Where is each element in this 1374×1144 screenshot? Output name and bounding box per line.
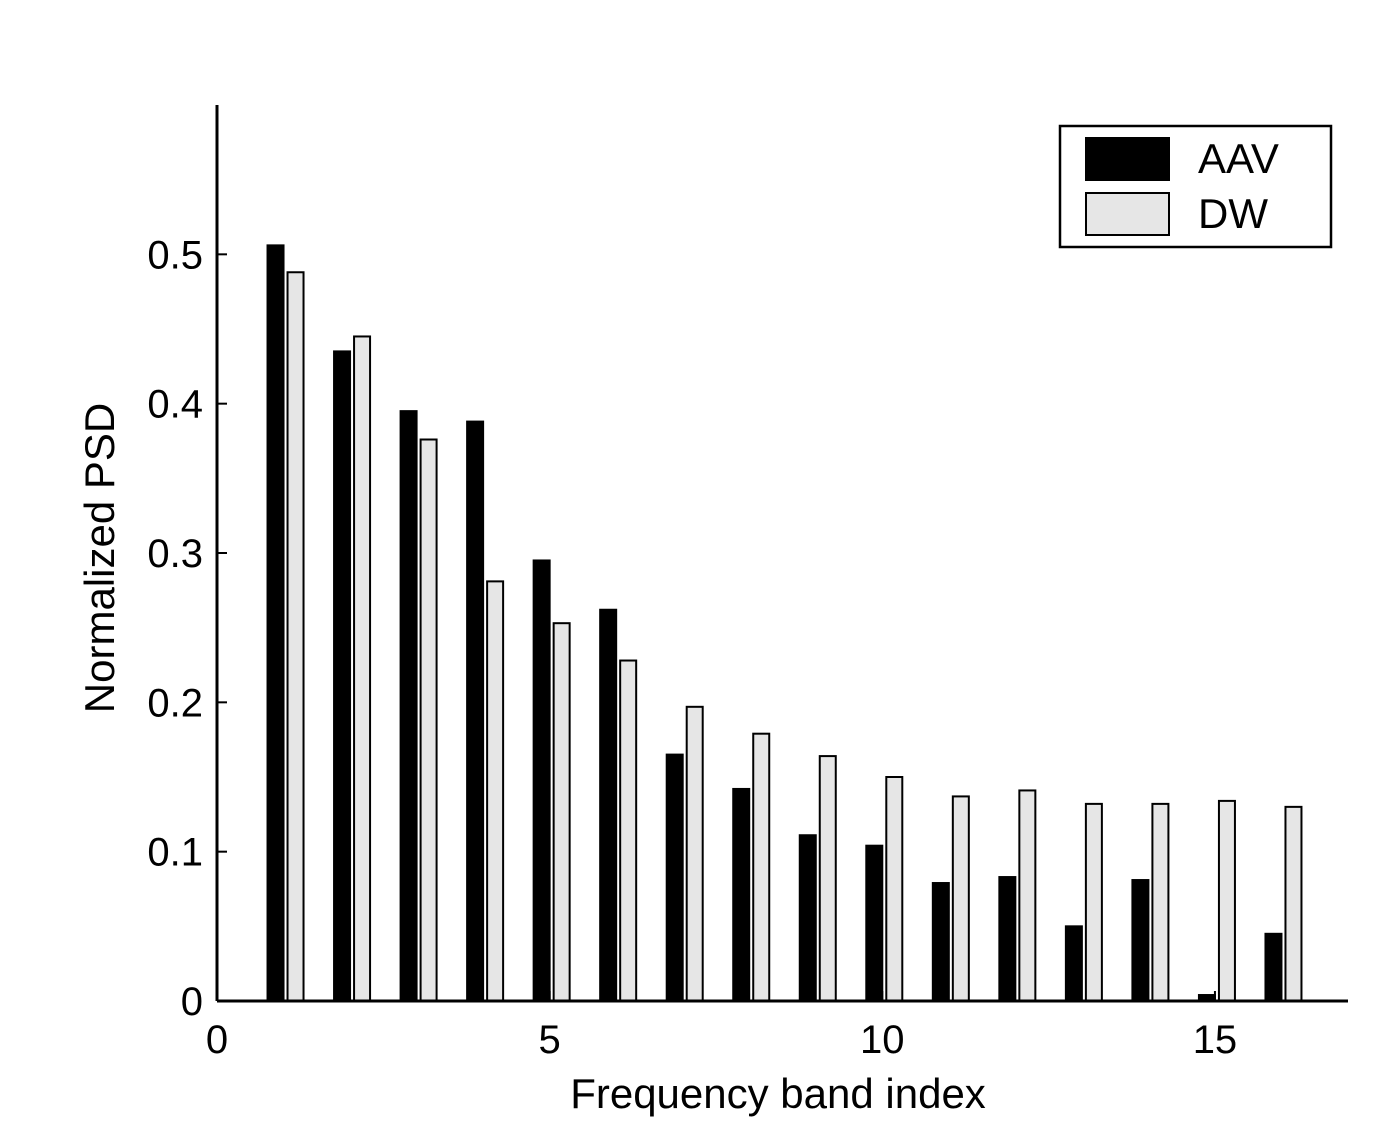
bar-dw-1 bbox=[286, 271, 305, 1002]
bar-aav-5 bbox=[532, 559, 551, 1002]
bar-aav-4 bbox=[466, 420, 485, 1002]
bar-aav-11 bbox=[931, 882, 950, 1003]
y-tick-label: 0.3 bbox=[147, 532, 203, 576]
bar-aav-1 bbox=[266, 244, 285, 1002]
bar-dw-10 bbox=[885, 776, 904, 1002]
bar-aav-13 bbox=[1064, 925, 1083, 1002]
bar-dw-6 bbox=[619, 659, 638, 1003]
bar-aav-10 bbox=[865, 844, 884, 1003]
bar-dw-14 bbox=[1151, 802, 1170, 1002]
bar-dw-2 bbox=[353, 335, 372, 1002]
bar-dw-3 bbox=[419, 438, 438, 1002]
legend-swatch-dw bbox=[1085, 192, 1170, 236]
legend-swatch-aav bbox=[1085, 137, 1170, 181]
y-tick-label: 0 bbox=[181, 980, 203, 1024]
y-axis-title: Normalized PSD bbox=[76, 403, 123, 713]
x-axis-title: Frequency band index bbox=[570, 1070, 986, 1117]
x-tick-label: 10 bbox=[860, 1018, 905, 1062]
legend-label-aav: AAV bbox=[1198, 135, 1279, 182]
bar-aav-6 bbox=[599, 608, 618, 1002]
bar-aav-14 bbox=[1131, 879, 1150, 1002]
bar-dw-7 bbox=[685, 705, 704, 1003]
bar-aav-12 bbox=[998, 876, 1017, 1003]
bar-aav-16 bbox=[1264, 932, 1283, 1002]
bar-aav-7 bbox=[665, 753, 684, 1002]
bar-dw-8 bbox=[752, 732, 771, 1003]
y-tick-label: 0.1 bbox=[147, 831, 203, 875]
bar-dw-15 bbox=[1217, 799, 1236, 1002]
bar-aav-3 bbox=[399, 410, 418, 1002]
y-tick-label: 0.2 bbox=[147, 681, 203, 725]
x-ticks-group: 0 5 10 15 bbox=[206, 991, 1237, 1062]
y-tick-label: 0.4 bbox=[147, 383, 203, 427]
bar-dw-4 bbox=[486, 580, 505, 1003]
bar-dw-11 bbox=[951, 795, 970, 1002]
bar-aav-9 bbox=[798, 834, 817, 1002]
legend: AAV DW bbox=[1058, 124, 1333, 249]
bar-dw-9 bbox=[818, 755, 837, 1002]
y-ticks-group: 0 0.1 0.2 0.3 0.4 0.5 bbox=[147, 233, 227, 1024]
legend-label-dw: DW bbox=[1198, 190, 1268, 237]
bar-dw-12 bbox=[1018, 789, 1037, 1002]
x-tick-label: 5 bbox=[539, 1018, 561, 1062]
x-tick-label: 0 bbox=[206, 1018, 228, 1062]
bar-aav-2 bbox=[333, 350, 352, 1002]
bar-dw-5 bbox=[552, 622, 571, 1002]
x-tick-label: 15 bbox=[1193, 1018, 1238, 1062]
bar-aav-8 bbox=[732, 787, 751, 1002]
bars-group bbox=[266, 244, 1303, 1003]
bar-dw-16 bbox=[1284, 805, 1303, 1002]
y-tick-label: 0.5 bbox=[147, 233, 203, 277]
bar-dw-13 bbox=[1084, 802, 1103, 1002]
